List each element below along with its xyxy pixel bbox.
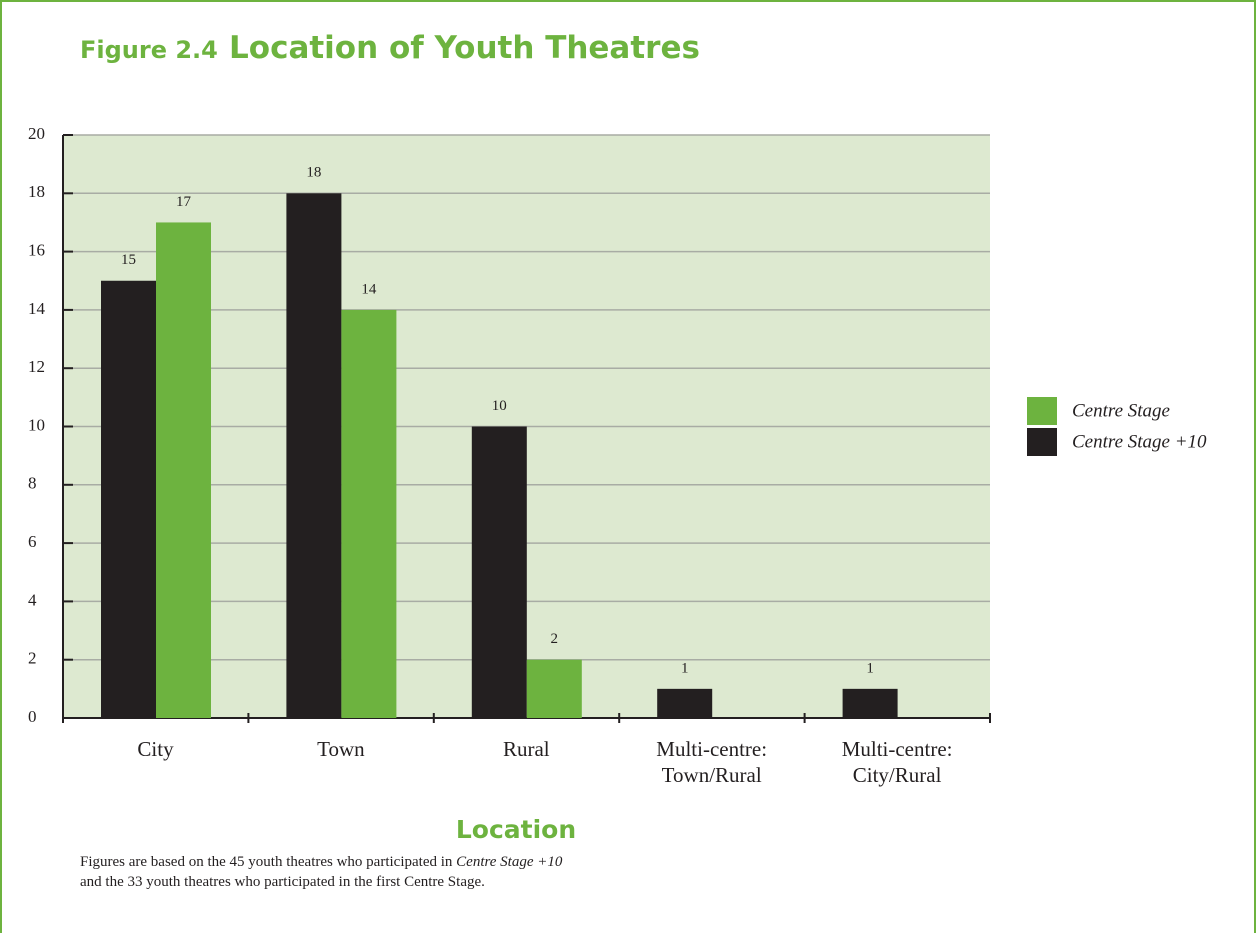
x-tick-label: City <box>137 737 174 761</box>
x-tick-label: Multi-centre: City/Rural <box>841 737 953 787</box>
bar <box>286 193 342 719</box>
x-tick-label: Town <box>317 737 365 761</box>
y-tick-label: 14 <box>28 299 46 318</box>
value-label: 10 <box>492 398 507 414</box>
y-tick-label: 16 <box>28 241 45 260</box>
value-label: 1 <box>681 660 689 676</box>
value-label: 2 <box>551 631 559 647</box>
y-tick-label: 8 <box>28 474 37 493</box>
bar <box>156 222 211 718</box>
y-tick-label: 4 <box>28 590 37 609</box>
bar <box>842 688 898 718</box>
legend-label: Centre Stage +10 <box>1072 431 1207 452</box>
bar <box>526 659 582 718</box>
bar <box>101 280 156 718</box>
footnote: Figures are based on the 45 youth theatr… <box>80 852 562 892</box>
value-label: 14 <box>361 281 377 297</box>
heading: Figure 2.4 Location of Youth Theatres <box>80 30 700 66</box>
y-tick-label: 2 <box>28 649 37 668</box>
y-tick-label: 10 <box>28 415 45 434</box>
value-label: 17 <box>176 194 192 210</box>
bar <box>471 426 527 718</box>
value-label: 1 <box>866 660 874 676</box>
legend-label: Centre Stage <box>1072 400 1170 421</box>
x-axis-title: Location <box>455 815 577 844</box>
bar <box>657 688 713 718</box>
bar <box>341 309 397 718</box>
figure-label: Figure 2.4 <box>80 36 218 64</box>
y-tick-label: 0 <box>28 707 37 726</box>
note-text: and the 33 youth theatres who participat… <box>80 874 485 890</box>
value-label: 15 <box>121 252 136 268</box>
legend-swatch <box>1027 428 1057 456</box>
y-tick-label: 12 <box>28 357 45 376</box>
legend-swatch <box>1027 397 1057 425</box>
chart-title: Location of Youth Theatres <box>229 30 700 66</box>
x-tick-label: Multi-centre: Town/Rural <box>656 737 768 787</box>
y-tick-label: 18 <box>28 182 45 201</box>
note-text: Figures are based on the 45 youth theatr… <box>80 854 457 870</box>
y-tick-label: 6 <box>28 532 37 551</box>
x-tick-label: Rural <box>502 737 550 761</box>
note-text: Centre Stage +10 <box>456 854 563 870</box>
value-label: 18 <box>306 165 321 181</box>
y-tick-label: 20 <box>28 124 45 143</box>
